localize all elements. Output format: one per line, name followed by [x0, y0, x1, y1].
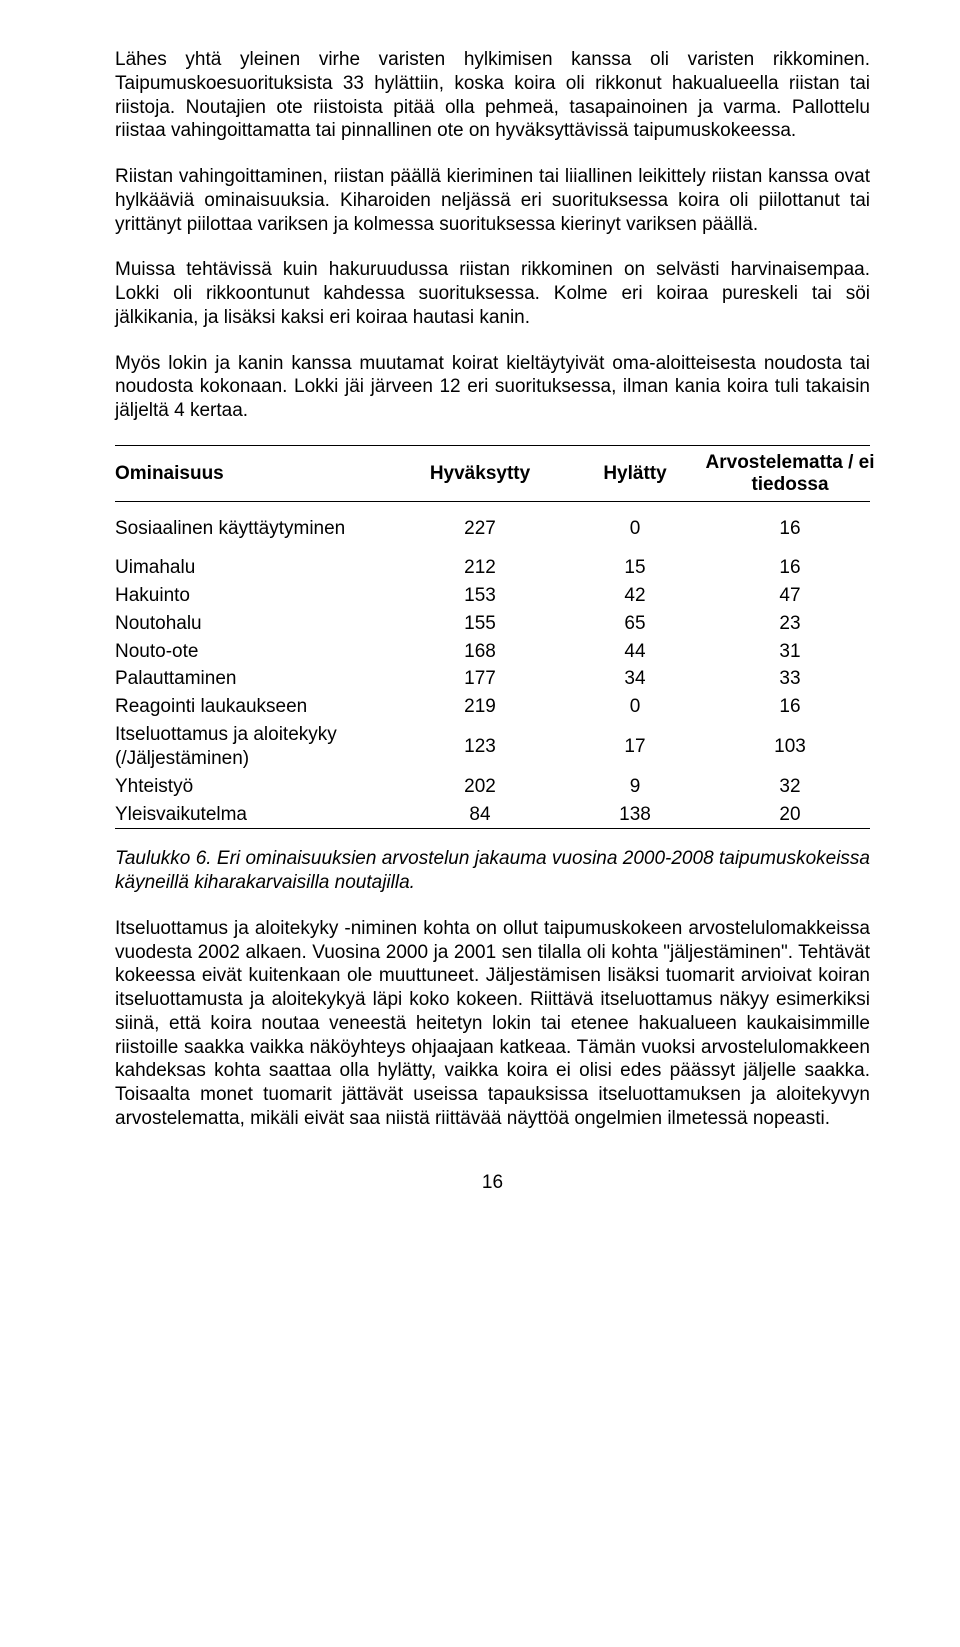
- cell-arvostelematta: 31: [705, 640, 875, 664]
- cell-hyvaksytty: 212: [395, 556, 565, 580]
- paragraph-2: Riistan vahingoittaminen, riistan päällä…: [115, 165, 870, 236]
- header-ominaisuus: Ominaisuus: [115, 462, 395, 486]
- table-row: Yleisvaikutelma8413820: [115, 801, 870, 829]
- cell-label: Nouto-ote: [115, 640, 395, 664]
- header-arvostelematta: Arvostelematta / ei tiedossa: [705, 452, 875, 496]
- cell-hyvaksytty: 123: [395, 735, 565, 759]
- cell-arvostelematta: 16: [705, 556, 875, 580]
- cell-hylatty: 65: [565, 612, 705, 636]
- cell-arvostelematta: 103: [705, 735, 875, 759]
- cell-hyvaksytty: 219: [395, 695, 565, 719]
- table-caption: Taulukko 6. Eri ominaisuuksien arvostelu…: [115, 847, 870, 895]
- header-hyvaksytty: Hyväksytty: [395, 462, 565, 486]
- cell-hyvaksytty: 202: [395, 775, 565, 799]
- paragraph-3: Muissa tehtävissä kuin hakuruudussa riis…: [115, 258, 870, 329]
- cell-label: Reagointi laukaukseen: [115, 695, 395, 719]
- cell-label: Palauttaminen: [115, 667, 395, 691]
- cell-label: Yleisvaikutelma: [115, 803, 395, 827]
- table-rule-bottom: [115, 828, 870, 829]
- table-row: Hakuinto1534247: [115, 582, 870, 610]
- page-number: 16: [115, 1171, 870, 1195]
- cell-hyvaksytty: 168: [395, 640, 565, 664]
- cell-hyvaksytty: 155: [395, 612, 565, 636]
- cell-hylatty: 9: [565, 775, 705, 799]
- table-header-row: Ominaisuus Hyväksytty Hylätty Arvostelem…: [115, 446, 870, 502]
- cell-hylatty: 44: [565, 640, 705, 664]
- cell-arvostelematta: 32: [705, 775, 875, 799]
- cell-label: Noutohalu: [115, 612, 395, 636]
- table-row: Nouto-ote1684431: [115, 638, 870, 666]
- cell-label: Sosiaalinen käyttäytyminen: [115, 517, 395, 541]
- table-row: Uimahalu2121516: [115, 554, 870, 582]
- cell-label: Yhteistyö: [115, 775, 395, 799]
- table-row: Sosiaalinen käyttäytyminen227016: [115, 502, 870, 554]
- cell-arvostelematta: 16: [705, 517, 875, 541]
- cell-label: Hakuinto: [115, 584, 395, 608]
- cell-hyvaksytty: 84: [395, 803, 565, 827]
- cell-hylatty: 34: [565, 667, 705, 691]
- table-row: Yhteistyö202932: [115, 773, 870, 801]
- cell-hyvaksytty: 177: [395, 667, 565, 691]
- cell-hyvaksytty: 227: [395, 517, 565, 541]
- properties-table: Ominaisuus Hyväksytty Hylätty Arvostelem…: [115, 445, 870, 830]
- cell-arvostelematta: 33: [705, 667, 875, 691]
- cell-hylatty: 17: [565, 735, 705, 759]
- paragraph-4: Myös lokin ja kanin kanssa muutamat koir…: [115, 352, 870, 423]
- cell-hylatty: 138: [565, 803, 705, 827]
- cell-hylatty: 42: [565, 584, 705, 608]
- cell-label: Uimahalu: [115, 556, 395, 580]
- header-hylatty: Hylätty: [565, 462, 705, 486]
- table-body: Sosiaalinen käyttäytyminen227016Uimahalu…: [115, 502, 870, 828]
- cell-hylatty: 0: [565, 695, 705, 719]
- cell-hylatty: 0: [565, 517, 705, 541]
- table-row: Itseluottamus ja aloitekyky (/Jäljestämi…: [115, 721, 870, 773]
- table-row: Reagointi laukaukseen219016: [115, 693, 870, 721]
- cell-arvostelematta: 23: [705, 612, 875, 636]
- cell-arvostelematta: 47: [705, 584, 875, 608]
- table-row: Palauttaminen1773433: [115, 665, 870, 693]
- cell-arvostelematta: 16: [705, 695, 875, 719]
- document-page: Lähes yhtä yleinen virhe varisten hylkim…: [0, 0, 960, 1234]
- table-row: Noutohalu1556523: [115, 610, 870, 638]
- cell-arvostelematta: 20: [705, 803, 875, 827]
- cell-hyvaksytty: 153: [395, 584, 565, 608]
- paragraph-1: Lähes yhtä yleinen virhe varisten hylkim…: [115, 48, 870, 143]
- cell-label: Itseluottamus ja aloitekyky (/Jäljestämi…: [115, 723, 395, 771]
- paragraph-5: Itseluottamus ja aloitekyky -niminen koh…: [115, 917, 870, 1131]
- cell-hylatty: 15: [565, 556, 705, 580]
